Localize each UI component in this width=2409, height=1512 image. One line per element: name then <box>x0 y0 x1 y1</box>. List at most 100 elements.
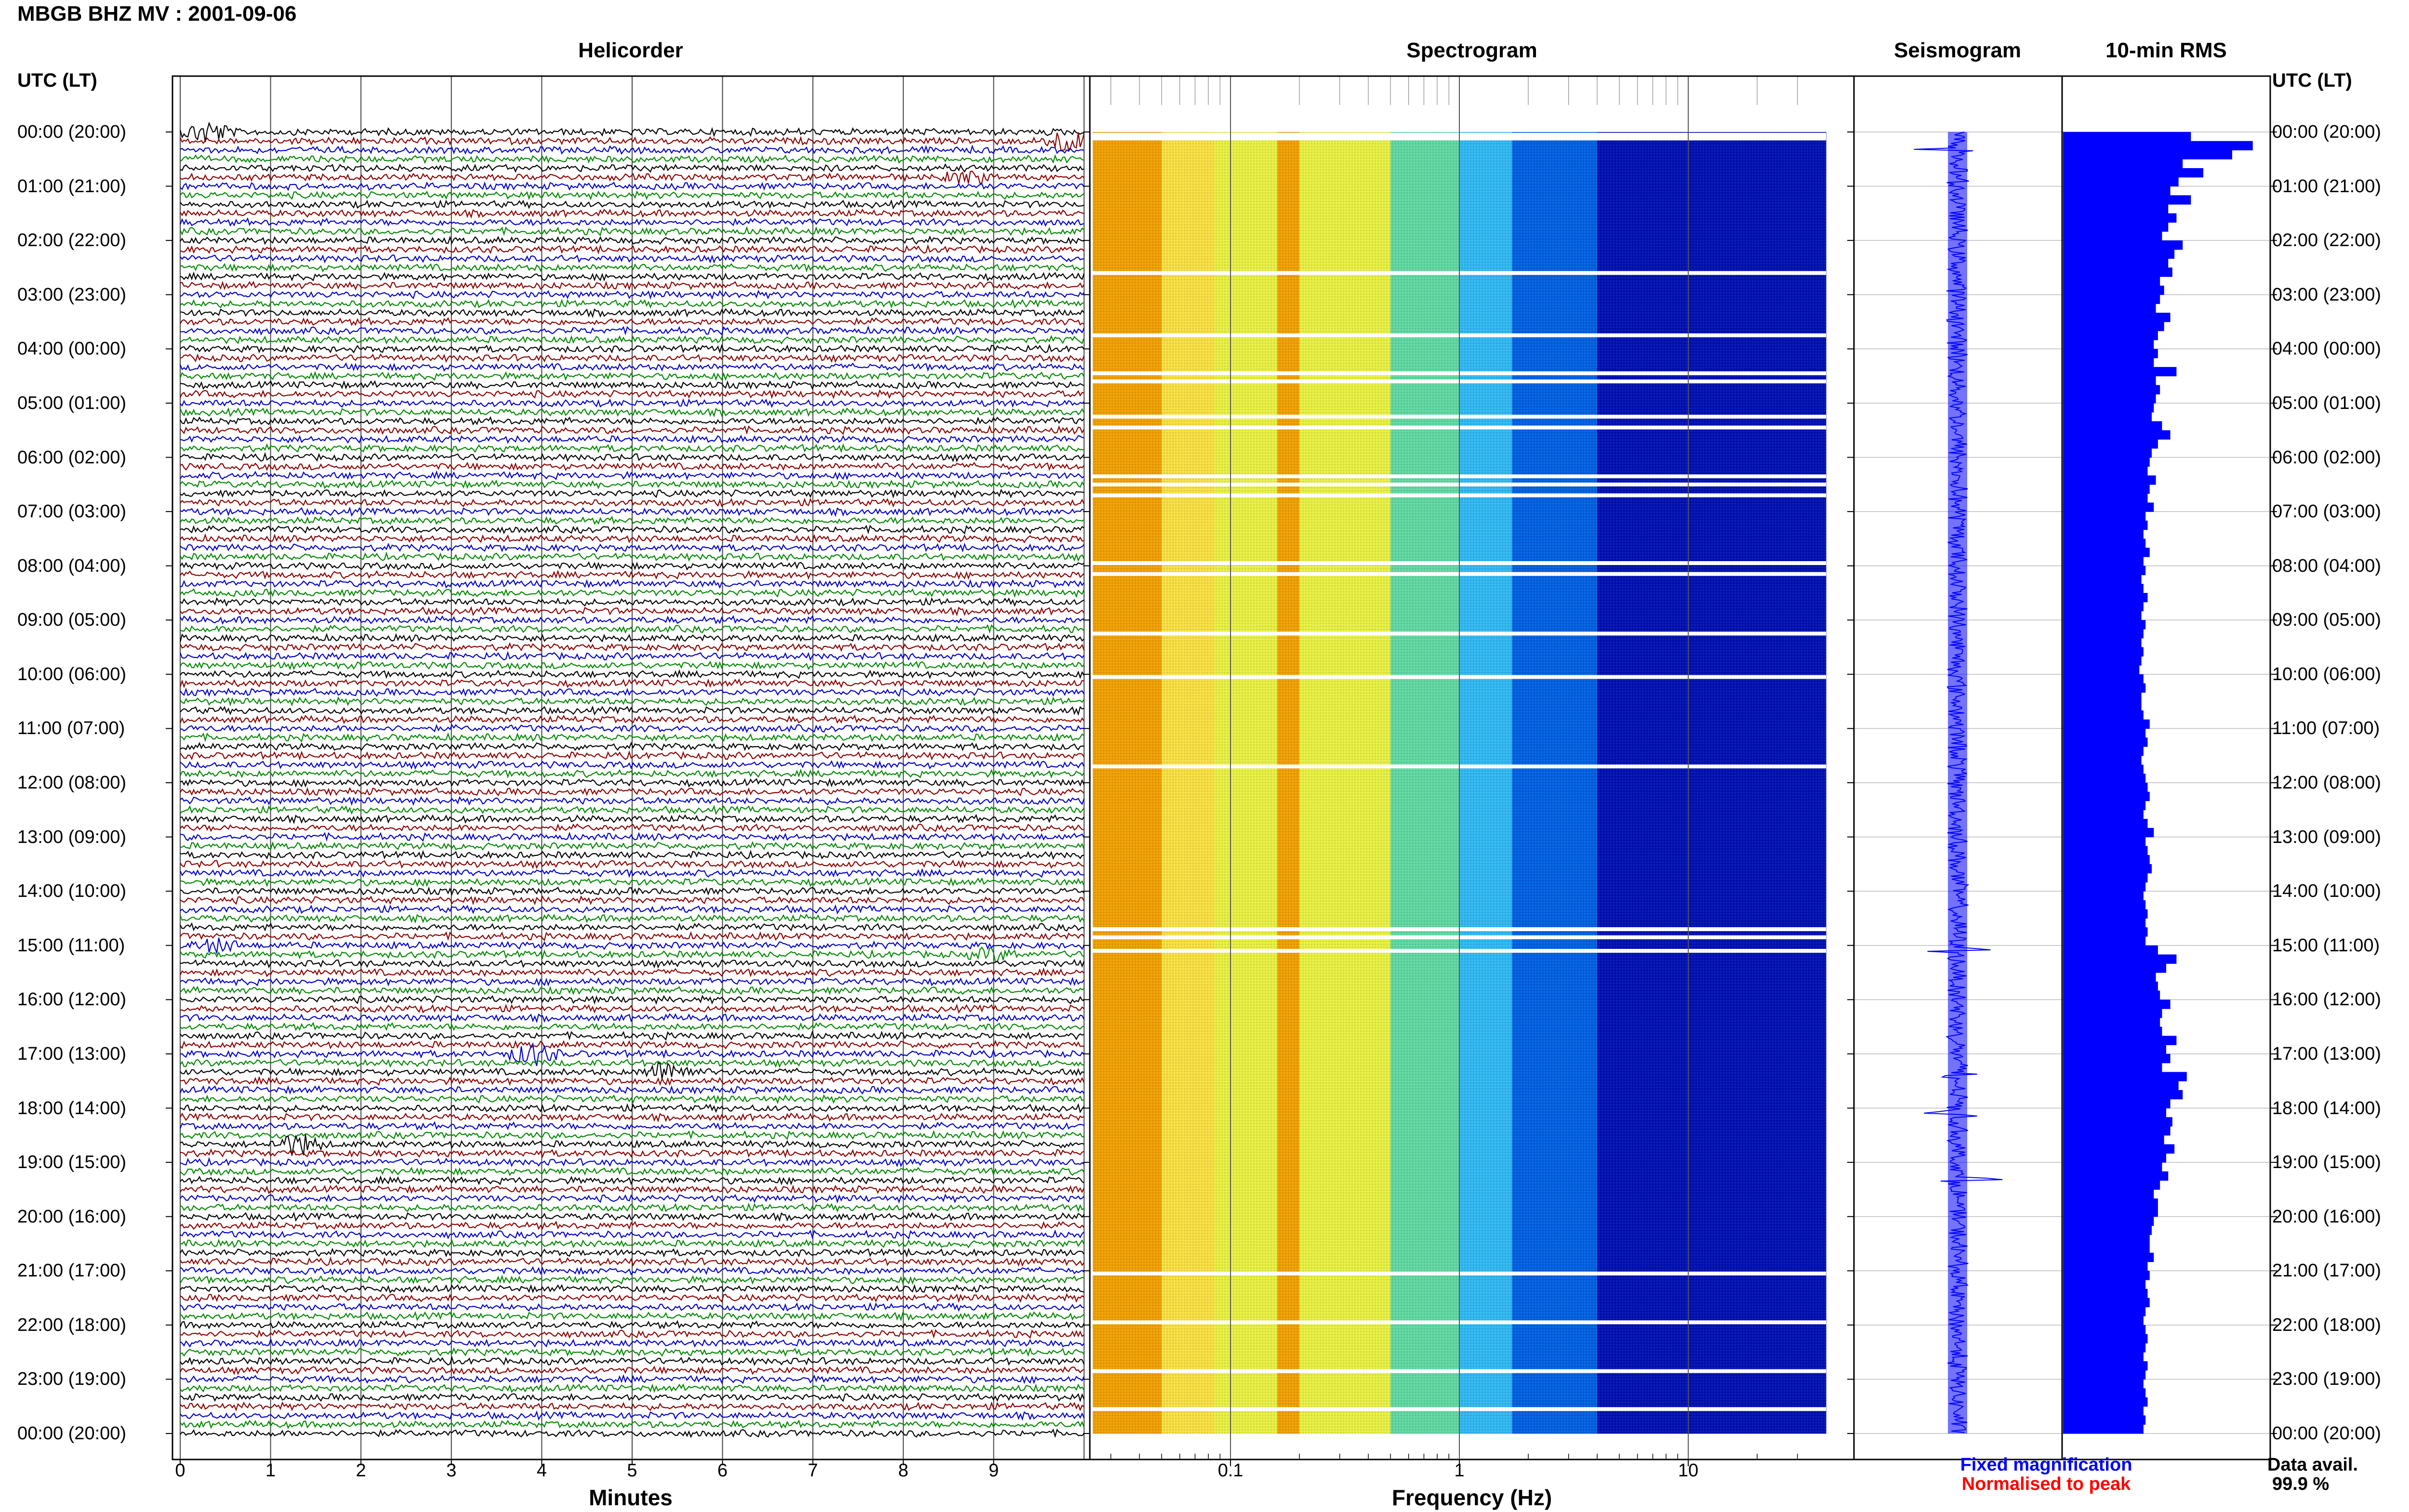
helicorder-trace <box>180 922 1085 932</box>
helicorder-trace <box>180 145 1085 155</box>
helicorder-trace <box>180 1167 1085 1176</box>
time-label-right: 02:00 (22:00) <box>2272 230 2382 251</box>
helicorder-trace <box>180 986 1085 996</box>
rms-bar <box>2063 1415 2146 1425</box>
seismogram-panel <box>1854 131 2062 1434</box>
rms-bar <box>2063 584 2144 593</box>
time-label-right: 14:00 (10:00) <box>2272 881 2382 902</box>
rms-bar <box>2063 674 2144 684</box>
helicorder-trace <box>180 1062 1085 1079</box>
rms-bar <box>2063 846 2148 855</box>
rms-bar <box>2063 1379 2144 1389</box>
rms-bar <box>2063 819 2148 828</box>
time-label-left: 21:00 (17:00) <box>17 1261 127 1281</box>
helicorder-trace <box>180 1366 1085 1376</box>
time-label-left: 05:00 (01:00) <box>17 393 127 413</box>
rms-bar <box>2063 1352 2144 1362</box>
helicorder-trace <box>179 678 1085 688</box>
helicorder-trace <box>180 624 1085 634</box>
helicorder-trace <box>180 597 1085 607</box>
helicorder-trace <box>180 895 1085 906</box>
rms-bar <box>2063 565 2146 576</box>
rms-bar <box>2063 755 2142 765</box>
helicorder-trace <box>180 768 1085 779</box>
rms-bar <box>2063 159 2183 169</box>
frequency-tick-label: 10 <box>1678 1460 1699 1481</box>
rms-bar <box>2063 186 2171 196</box>
helicorder-trace <box>180 1284 1085 1294</box>
helicorder-trace <box>180 904 1085 915</box>
minutes-tick-label: 0 <box>175 1460 185 1481</box>
helicorder-trace <box>180 299 1085 309</box>
rms-bar <box>2063 548 2150 557</box>
rms-bar <box>2063 222 2169 232</box>
rms-bar <box>2063 1298 2150 1307</box>
rms-bar <box>2063 539 2146 548</box>
rms-bar <box>2063 258 2169 268</box>
minutes-tick-label: 2 <box>356 1460 366 1481</box>
helicorder-trace <box>180 669 1085 679</box>
time-label-right: 03:00 (23:00) <box>2272 284 2382 305</box>
helicorder-trace <box>180 1311 1085 1322</box>
helicorder-trace <box>180 209 1085 219</box>
rms-bar <box>2063 376 2156 385</box>
helicorder-trace <box>180 1428 1085 1438</box>
spectrogram-title: Spectrogram <box>1406 39 1537 62</box>
rms-bar <box>2063 1280 2146 1289</box>
rms-title: 10-min RMS <box>2105 39 2227 62</box>
minutes-tick-label: 5 <box>627 1460 637 1481</box>
helicorder-trace <box>180 280 1085 291</box>
rms-bar <box>2063 276 2160 286</box>
rms-bar <box>2063 1081 2179 1091</box>
time-label-right: 13:00 (09:00) <box>2272 827 2382 847</box>
rms-bar <box>2063 592 2148 603</box>
helicorder-trace <box>180 588 1085 598</box>
helicorder-trace <box>179 632 1085 643</box>
helicorder-trace <box>180 849 1085 860</box>
rms-bar <box>2063 629 2144 639</box>
rms-bar <box>2063 728 2146 738</box>
helicorder-trace <box>180 841 1085 851</box>
rms-bar <box>2063 1243 2150 1253</box>
rms-bar <box>2063 1045 2166 1054</box>
rms-bar <box>2063 403 2154 413</box>
seismogram-body <box>1948 132 1967 1433</box>
rms-bar <box>2063 1153 2166 1163</box>
helicorder-trace <box>180 1347 1085 1357</box>
rms-bar <box>2063 999 2171 1009</box>
rms-bar <box>2063 1171 2169 1181</box>
rms-bar <box>2063 439 2158 449</box>
helicorder-trace <box>180 289 1085 300</box>
helicorder-trace <box>180 1030 1085 1041</box>
rms-bar <box>2063 1126 2171 1136</box>
time-label-right: 10:00 (06:00) <box>2272 664 2382 684</box>
helicorder-trace <box>180 687 1085 697</box>
helicorder-trace <box>180 615 1085 625</box>
helicorder-trace <box>179 913 1085 924</box>
rms-bar <box>2063 132 2191 142</box>
helicorder-trace <box>180 425 1085 435</box>
helicorder-trace <box>180 660 1085 671</box>
time-label-left: 15:00 (11:00) <box>17 935 125 956</box>
rms-bar <box>2063 1053 2171 1064</box>
time-label-left: 19:00 (15:00) <box>17 1152 127 1173</box>
rms-bar <box>2063 909 2148 919</box>
helicorder-trace <box>180 398 1085 408</box>
time-label-right: 07:00 (03:00) <box>2272 501 2382 522</box>
rms-bar <box>2063 837 2146 846</box>
helicorder-trace <box>180 1256 1085 1267</box>
rms-bar <box>2063 1063 2162 1073</box>
rms-bar <box>2063 448 2152 458</box>
rms-bar <box>2063 1388 2146 1398</box>
helicorder-trace <box>180 1275 1085 1285</box>
helicorder-trace <box>180 190 1085 200</box>
helicorder-trace <box>179 121 1085 143</box>
helicorder-trace <box>180 353 1085 363</box>
rms-bar <box>2063 141 2253 151</box>
helicorder-trace <box>180 479 1085 489</box>
rms-bar <box>2063 322 2164 331</box>
helicorder-trace <box>180 1103 1085 1114</box>
time-label-right: 04:00 (00:00) <box>2272 339 2382 359</box>
frequency-tick-label: 0.1 <box>1218 1460 1244 1481</box>
rms-bar <box>2063 457 2150 467</box>
